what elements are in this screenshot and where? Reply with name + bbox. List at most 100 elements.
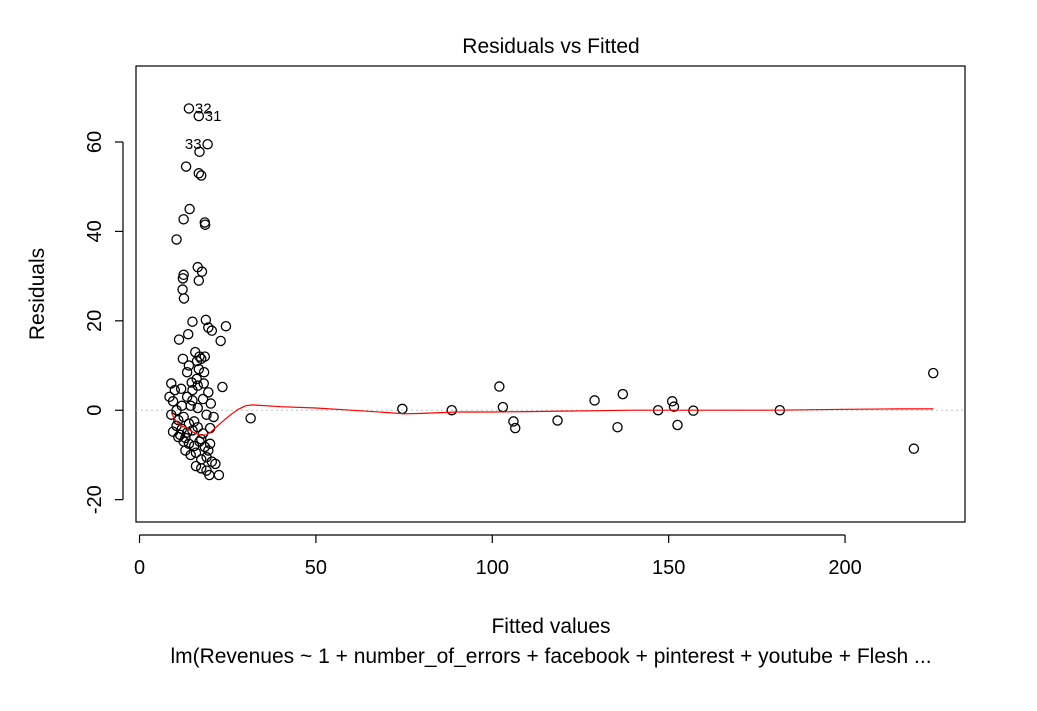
- residual-point: [186, 377, 197, 388]
- x-tick-label: 0: [134, 557, 145, 579]
- residual-point: [672, 419, 683, 431]
- residual-point: [668, 401, 680, 412]
- y-tick-label: 60: [84, 131, 106, 153]
- residual-point: [177, 284, 188, 295]
- y-axis: -20 0 20 40 60: [84, 131, 124, 514]
- residual-point: [181, 366, 193, 378]
- residual-point: [171, 234, 182, 245]
- residual-point: [196, 170, 207, 181]
- residual-point: [509, 422, 521, 434]
- residual-point: [182, 328, 194, 340]
- residual-point: [617, 388, 629, 400]
- residual-point: [187, 316, 198, 327]
- residual-point: [196, 266, 208, 277]
- x-tick-label: 50: [305, 557, 327, 579]
- residual-point: [192, 421, 203, 433]
- residual-point: [202, 138, 213, 150]
- x-tick-label: 200: [828, 557, 861, 579]
- residual-point: [208, 411, 219, 423]
- residual-point: [204, 422, 216, 434]
- residual-point: [197, 393, 209, 405]
- chart-title: Residuals vs Fitted: [462, 35, 639, 58]
- residual-point: [183, 418, 195, 429]
- residual-point: [173, 334, 185, 345]
- residual-point: [178, 269, 189, 281]
- residual-point: [178, 293, 190, 304]
- residual-point: [177, 353, 189, 365]
- residual-point: [196, 463, 207, 474]
- residual-point: [193, 275, 205, 286]
- y-tick-label: 20: [84, 310, 106, 332]
- residual-point: [203, 387, 214, 398]
- residual-point: [589, 395, 600, 406]
- outlier-label: 32: [195, 100, 212, 117]
- residual-point: [188, 416, 200, 427]
- residual-point: [184, 203, 195, 215]
- y-axis-label: Residuals: [26, 248, 49, 340]
- residual-point: [167, 426, 179, 437]
- residual-point: [180, 432, 191, 444]
- residual-point: [196, 434, 207, 445]
- y-tick-label: 40: [84, 220, 106, 242]
- residual-point: [210, 458, 221, 470]
- residual-point: [178, 411, 189, 423]
- residual-point: [177, 273, 189, 284]
- residual-point: [192, 402, 203, 414]
- residual-point: [198, 378, 209, 389]
- residual-point: [494, 381, 505, 392]
- x-axis-label: Fitted values: [491, 615, 610, 638]
- residual-point: [194, 436, 205, 447]
- residual-point: [193, 110, 205, 122]
- residual-point: [181, 391, 193, 403]
- residual-point: [190, 447, 202, 458]
- outlier-label: 33: [185, 136, 202, 153]
- residual-point: [194, 146, 205, 158]
- residual-point: [203, 445, 214, 456]
- x-axis: 0 50 100 150 200: [134, 534, 862, 579]
- residual-point: [446, 404, 457, 416]
- residual-point: [220, 320, 232, 332]
- residual-point: [206, 325, 218, 336]
- residual-point: [166, 378, 177, 389]
- residual-point: [193, 168, 205, 179]
- residual-point: [180, 161, 192, 172]
- residual-point: [183, 103, 195, 114]
- residual-point: [192, 380, 203, 391]
- residual-point: [199, 219, 211, 230]
- residual-point: [908, 443, 920, 454]
- residual-point: [201, 409, 212, 420]
- residual-point: [196, 353, 207, 365]
- residual-point: [167, 396, 179, 407]
- residual-point: [193, 363, 205, 375]
- residual-point: [204, 438, 216, 450]
- residual-point: [187, 395, 198, 406]
- residual-point: [245, 413, 256, 424]
- residual-point: [217, 381, 228, 393]
- residual-point: [203, 322, 214, 333]
- residual-point: [190, 460, 202, 472]
- residual-point: [215, 335, 226, 347]
- residual-point: [213, 469, 225, 481]
- residual-points: [164, 103, 939, 481]
- residual-point: [185, 449, 196, 461]
- residual-point: [612, 421, 623, 433]
- y-tick-label: 0: [84, 405, 106, 416]
- residual-point: [183, 360, 195, 371]
- residual-point: [397, 403, 408, 415]
- x-tick-label: 150: [652, 557, 685, 579]
- residual-point: [174, 429, 186, 441]
- residual-point: [176, 400, 188, 412]
- residual-point: [666, 396, 678, 407]
- residual-point: [928, 367, 939, 379]
- residual-point: [175, 383, 187, 395]
- y-tick-label: -20: [84, 485, 106, 514]
- residual-point: [200, 314, 212, 326]
- model-formula-caption: lm(Revenues ~ 1 + number_of_errors + fac…: [170, 645, 931, 668]
- residual-point: [183, 438, 195, 450]
- residual-point: [198, 366, 210, 378]
- residual-point: [169, 384, 181, 396]
- residual-point: [173, 414, 184, 426]
- residual-point: [552, 415, 563, 426]
